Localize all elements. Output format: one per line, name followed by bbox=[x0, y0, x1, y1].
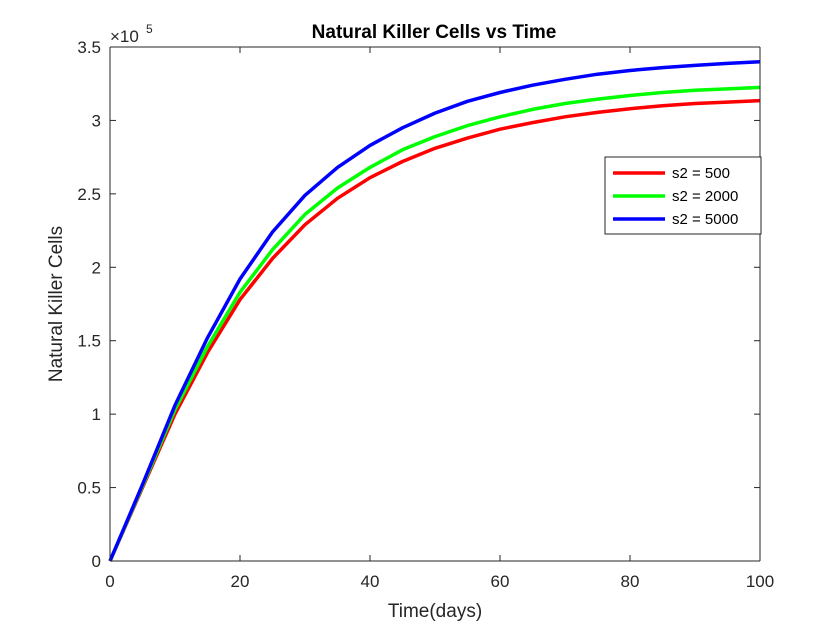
plot-area bbox=[110, 47, 760, 561]
y-tick-label: 1.5 bbox=[77, 332, 101, 351]
series-line-2 bbox=[108, 85, 761, 562]
y-tick-label: 0.5 bbox=[77, 479, 101, 498]
series-line-3 bbox=[108, 59, 761, 562]
chart-title: Natural Killer Cells vs Time bbox=[312, 22, 557, 43]
y-axis-title: Natural Killer Cells bbox=[46, 226, 67, 382]
legend-label-2: s2 = 2000 bbox=[672, 188, 738, 205]
series-line-1 bbox=[108, 98, 761, 562]
x-tick-label: 80 bbox=[621, 572, 640, 591]
plot-background bbox=[110, 47, 760, 561]
x-tick-label: 0 bbox=[105, 572, 114, 591]
x-tick-label: 40 bbox=[361, 572, 380, 591]
series-layer bbox=[108, 59, 761, 562]
x-axis-title: Time(days) bbox=[388, 601, 482, 622]
y-tick-label: 3 bbox=[92, 111, 101, 130]
x-tick-label: 20 bbox=[231, 572, 250, 591]
y-tick-label: 1 bbox=[92, 405, 101, 424]
y-tick-label: 2.5 bbox=[77, 185, 101, 204]
y-axis-exponent-power: 5 bbox=[146, 22, 153, 36]
legend: s2 = 500 s2 = 2000 s2 = 5000 bbox=[604, 156, 762, 235]
legend-label-1: s2 = 500 bbox=[672, 165, 730, 182]
axes-layer: 0 20 40 60 80 100 0 0.5 1 1.5 2 2.5 3 3.5 bbox=[77, 38, 774, 591]
legend-label-3: s2 = 5000 bbox=[672, 211, 738, 228]
x-tick-label: 100 bbox=[746, 572, 774, 591]
x-tick-label: 60 bbox=[491, 572, 510, 591]
y-tick-label: 2 bbox=[92, 258, 101, 277]
y-tick-label: 3.5 bbox=[77, 38, 101, 57]
y-axis-exponent-base: ×10 bbox=[110, 27, 139, 46]
y-axis-exponent: ×10 5 bbox=[110, 22, 153, 46]
y-tick-label: 0 bbox=[92, 552, 101, 571]
